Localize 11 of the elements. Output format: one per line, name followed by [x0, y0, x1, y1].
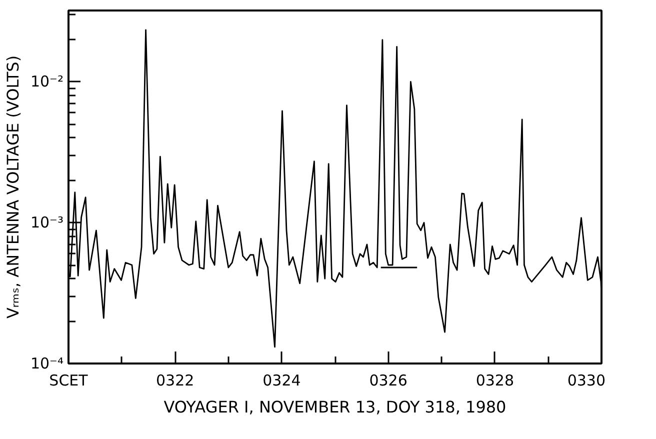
y-tick-label: 10⁻⁴	[30, 354, 64, 372]
x-tick-label: SCET	[49, 372, 89, 390]
y-tick-label: 10⁻²	[30, 72, 64, 91]
x-tick-label: 0326	[369, 372, 408, 390]
x-axis-title: VOYAGER I, NOVEMBER 13, DOY 318, 1980	[164, 398, 506, 416]
x-tick-label: 0324	[262, 372, 301, 390]
y-tick-label: 10⁻³	[30, 214, 64, 232]
y-axis-title: Vᵣₘₛ, ANTENNA VOLTAGE (VOLTS)	[3, 55, 22, 319]
x-tick-label: 0330	[567, 372, 606, 390]
x-tick-label: 0322	[156, 372, 194, 390]
x-tick-label: 0328	[476, 372, 514, 390]
